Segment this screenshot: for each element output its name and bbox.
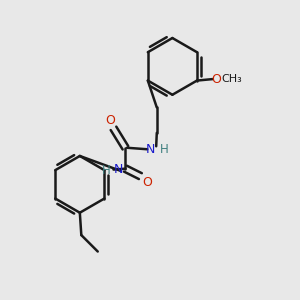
Text: O: O bbox=[142, 176, 152, 189]
Text: N: N bbox=[114, 163, 123, 176]
Text: O: O bbox=[106, 114, 116, 128]
Text: N: N bbox=[146, 143, 155, 156]
Text: H: H bbox=[102, 164, 110, 177]
Text: O: O bbox=[212, 73, 221, 85]
Text: CH₃: CH₃ bbox=[221, 74, 242, 84]
Text: H: H bbox=[160, 143, 169, 156]
